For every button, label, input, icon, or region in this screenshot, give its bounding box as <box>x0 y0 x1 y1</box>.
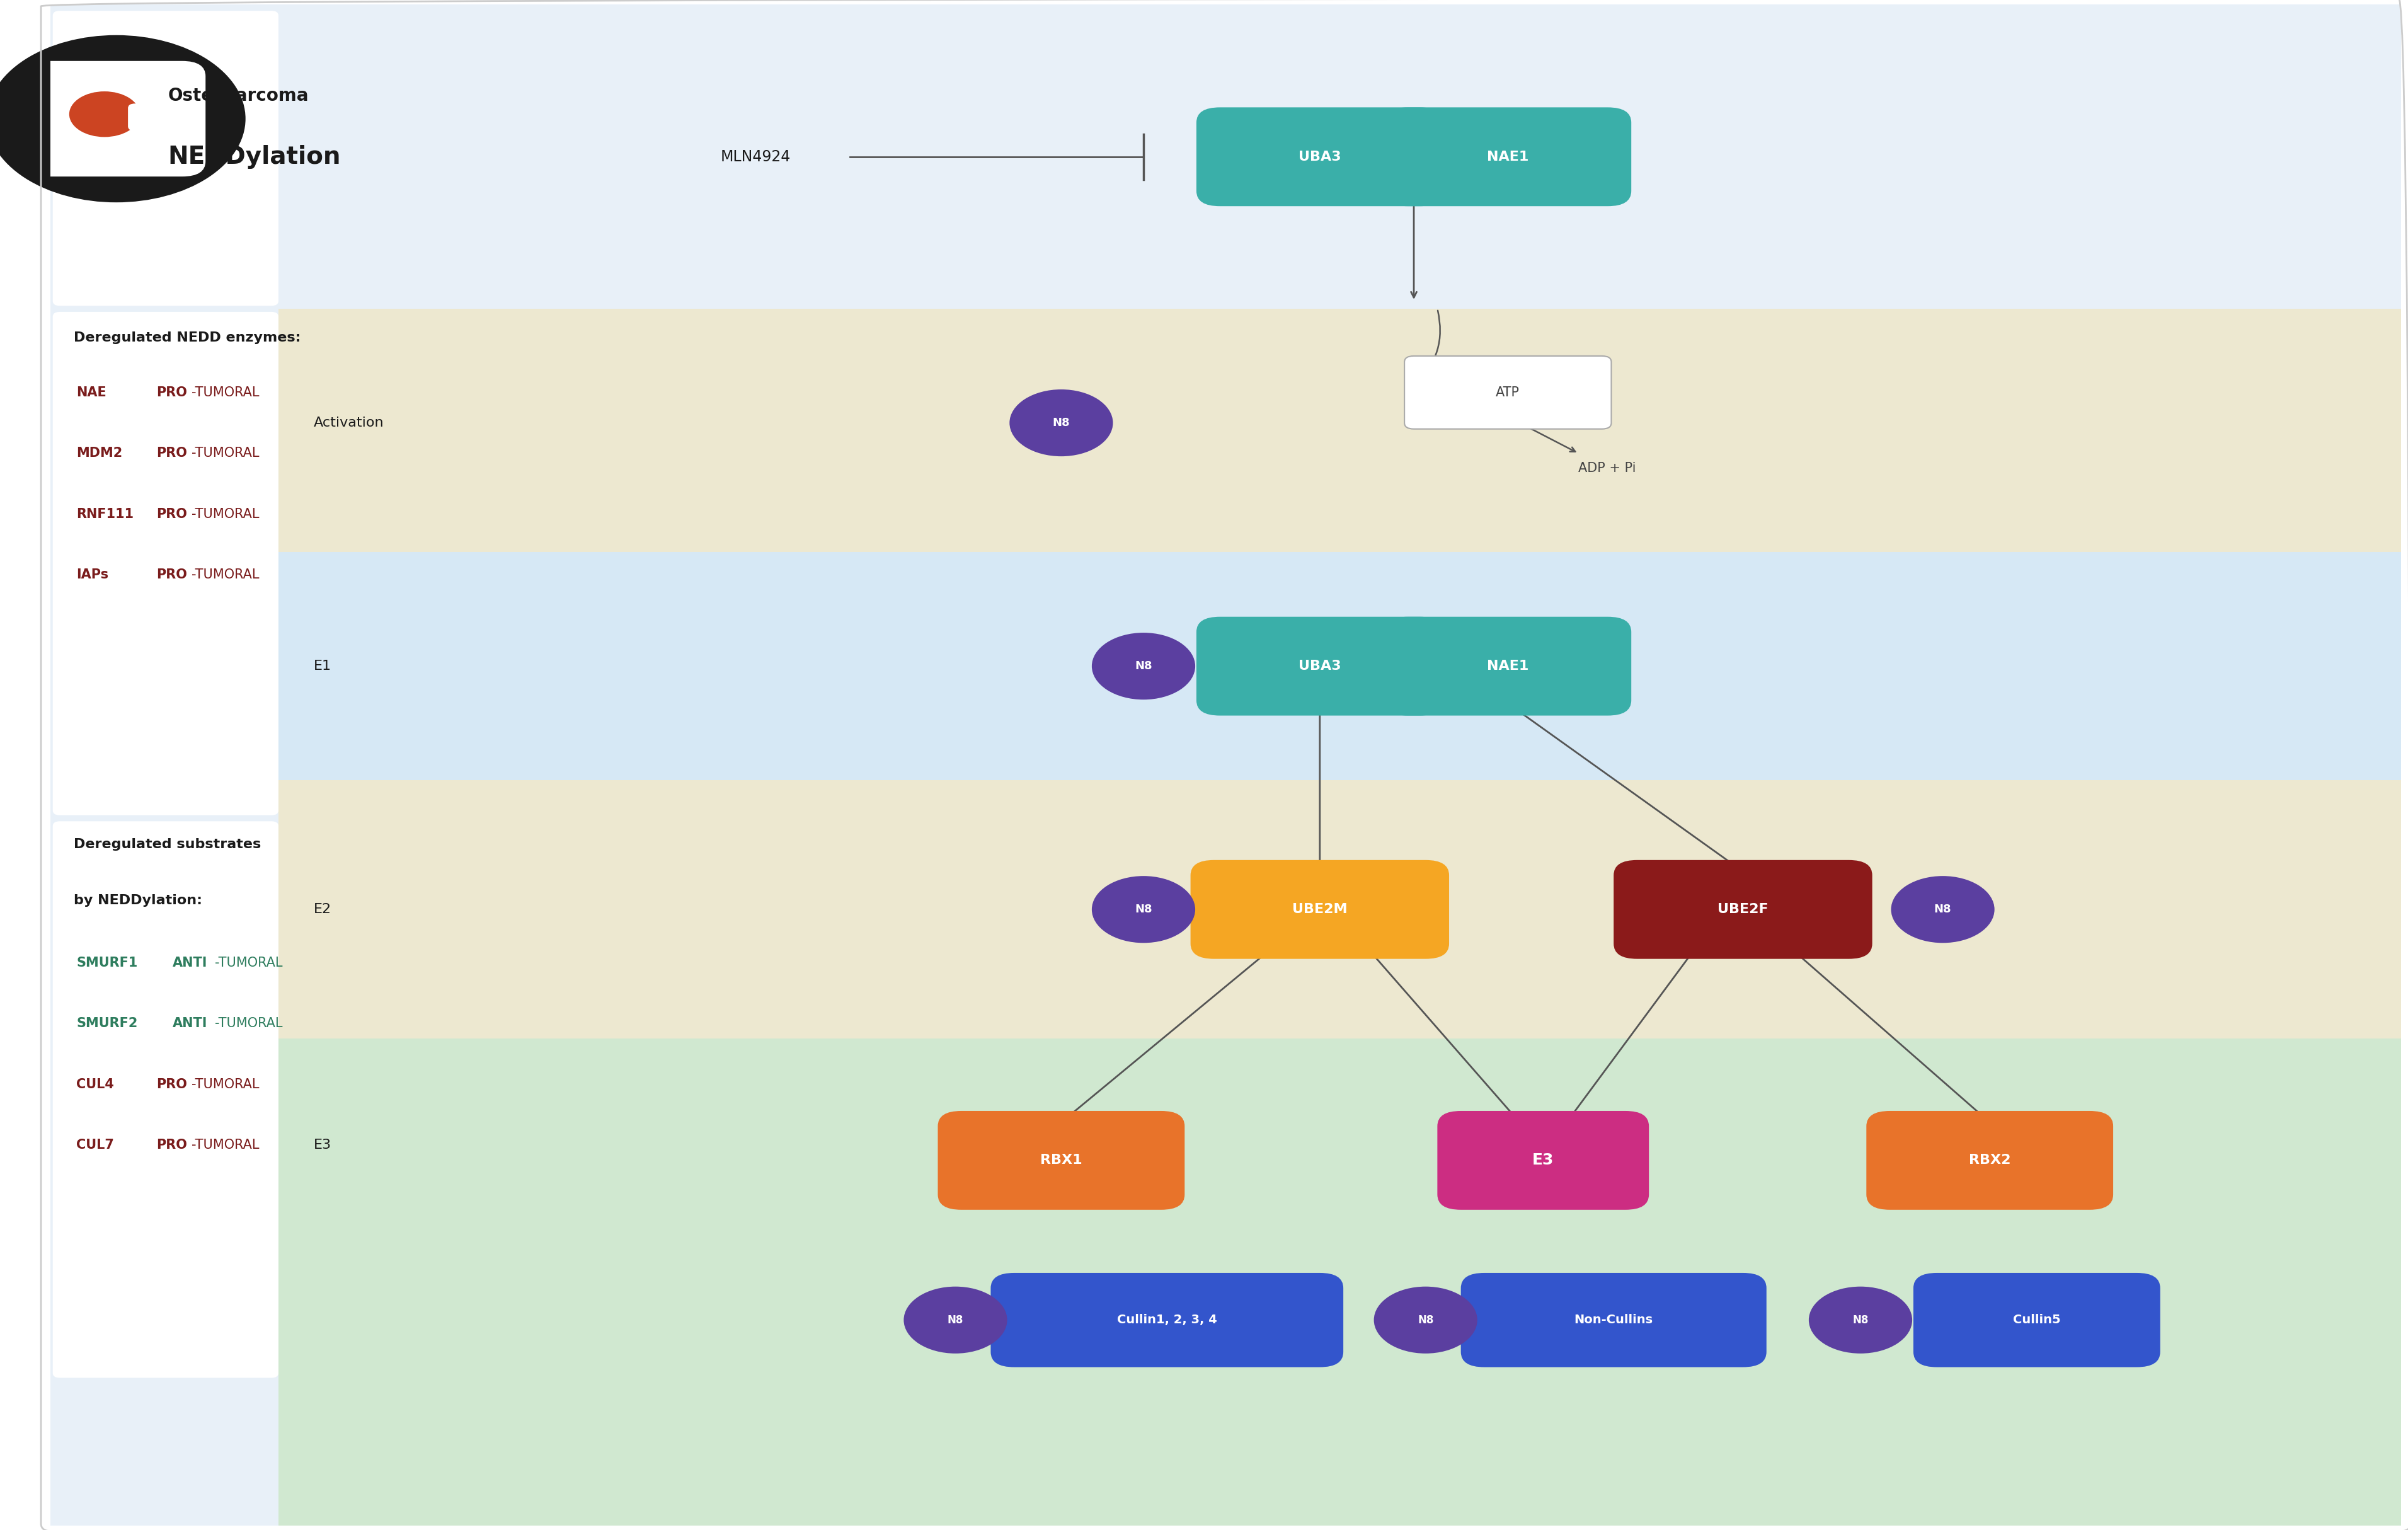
Text: E3: E3 <box>1531 1152 1553 1167</box>
Text: MLN4924: MLN4924 <box>720 150 790 164</box>
Text: RBX1: RBX1 <box>1040 1154 1081 1167</box>
Circle shape <box>1009 390 1112 456</box>
FancyBboxPatch shape <box>51 5 2401 309</box>
Text: PRO: PRO <box>157 386 188 399</box>
Circle shape <box>70 92 140 138</box>
Text: MDM2: MDM2 <box>77 447 123 459</box>
Text: -TUMORAL: -TUMORAL <box>190 447 260 459</box>
Circle shape <box>1808 1287 1912 1354</box>
Text: -TUMORAL: -TUMORAL <box>190 508 260 520</box>
Text: N8: N8 <box>1134 661 1151 672</box>
FancyBboxPatch shape <box>1385 107 1630 207</box>
Text: PRO: PRO <box>157 569 188 581</box>
FancyBboxPatch shape <box>279 780 2401 1039</box>
Text: ATP: ATP <box>1495 386 1519 399</box>
Text: IAPs: IAPs <box>77 569 108 581</box>
Text: CUL4: CUL4 <box>77 1079 113 1091</box>
Text: NAE1: NAE1 <box>1486 150 1529 164</box>
Text: UBE2M: UBE2M <box>1291 903 1346 916</box>
Text: UBE2F: UBE2F <box>1717 903 1767 916</box>
Text: N8: N8 <box>1852 1314 1869 1325</box>
FancyBboxPatch shape <box>279 309 2401 552</box>
Text: ADP + Pi: ADP + Pi <box>1577 462 1635 474</box>
Circle shape <box>1890 877 1994 942</box>
FancyBboxPatch shape <box>53 312 279 815</box>
Text: PRO: PRO <box>157 508 188 520</box>
Text: N8: N8 <box>1934 904 1950 915</box>
FancyBboxPatch shape <box>1197 617 1442 716</box>
Text: -TUMORAL: -TUMORAL <box>190 569 260 581</box>
FancyBboxPatch shape <box>1190 860 1450 959</box>
Text: CUL7: CUL7 <box>77 1138 113 1152</box>
FancyBboxPatch shape <box>1462 1273 1765 1368</box>
FancyBboxPatch shape <box>1197 107 1442 207</box>
Text: Osteosarcoma: Osteosarcoma <box>169 87 308 104</box>
Text: N8: N8 <box>1134 904 1151 915</box>
FancyBboxPatch shape <box>1438 1111 1649 1210</box>
Text: NEDDylation: NEDDylation <box>169 145 342 168</box>
Text: -TUMORAL: -TUMORAL <box>214 956 282 968</box>
Circle shape <box>1091 633 1194 699</box>
Text: RBX2: RBX2 <box>1967 1154 2011 1167</box>
Text: -TUMORAL: -TUMORAL <box>190 386 260 399</box>
Text: E2: E2 <box>313 903 332 916</box>
Text: Deregulated substrates: Deregulated substrates <box>75 838 260 851</box>
FancyBboxPatch shape <box>26 61 205 176</box>
Text: N8: N8 <box>1052 418 1069 428</box>
Text: -TUMORAL: -TUMORAL <box>190 1079 260 1091</box>
Text: N8: N8 <box>946 1314 963 1325</box>
FancyBboxPatch shape <box>53 11 279 306</box>
FancyBboxPatch shape <box>1385 617 1630 716</box>
Text: E3: E3 <box>313 1138 332 1152</box>
FancyBboxPatch shape <box>1404 356 1611 428</box>
Text: PRO: PRO <box>157 1079 188 1091</box>
Text: SMURF2: SMURF2 <box>77 1017 137 1030</box>
Text: by NEDDylation:: by NEDDylation: <box>75 894 202 907</box>
Text: NAE1: NAE1 <box>1486 659 1529 673</box>
Text: SMURF1: SMURF1 <box>77 956 137 968</box>
FancyBboxPatch shape <box>279 1039 2401 1525</box>
Circle shape <box>1373 1287 1476 1354</box>
Text: E1: E1 <box>313 659 332 673</box>
FancyBboxPatch shape <box>937 1111 1185 1210</box>
Text: -TUMORAL: -TUMORAL <box>214 1017 282 1030</box>
FancyBboxPatch shape <box>1912 1273 2160 1368</box>
Text: Deregulated NEDD enzymes:: Deregulated NEDD enzymes: <box>75 332 301 344</box>
Text: N8: N8 <box>1418 1314 1433 1325</box>
Circle shape <box>903 1287 1007 1354</box>
Text: UBA3: UBA3 <box>1298 659 1341 673</box>
Text: Cullin1, 2, 3, 4: Cullin1, 2, 3, 4 <box>1117 1314 1216 1327</box>
Text: -TUMORAL: -TUMORAL <box>190 1138 260 1152</box>
Text: ANTI: ANTI <box>173 1017 207 1030</box>
Text: Activation: Activation <box>313 416 383 430</box>
FancyBboxPatch shape <box>279 552 2401 780</box>
FancyBboxPatch shape <box>990 1273 1344 1368</box>
Text: PRO: PRO <box>157 447 188 459</box>
Text: NAE: NAE <box>77 386 106 399</box>
Circle shape <box>1091 877 1194 942</box>
Circle shape <box>0 35 246 202</box>
Text: RNF111: RNF111 <box>77 508 132 520</box>
Text: ANTI: ANTI <box>173 956 207 968</box>
Text: Non-Cullins: Non-Cullins <box>1575 1314 1652 1327</box>
FancyBboxPatch shape <box>1866 1111 2112 1210</box>
Text: Cullin5: Cullin5 <box>2013 1314 2061 1327</box>
Text: PRO: PRO <box>157 1138 188 1152</box>
FancyBboxPatch shape <box>51 309 279 1525</box>
Text: UBA3: UBA3 <box>1298 150 1341 164</box>
FancyBboxPatch shape <box>53 822 279 1379</box>
FancyBboxPatch shape <box>128 104 185 132</box>
FancyBboxPatch shape <box>1613 860 1871 959</box>
